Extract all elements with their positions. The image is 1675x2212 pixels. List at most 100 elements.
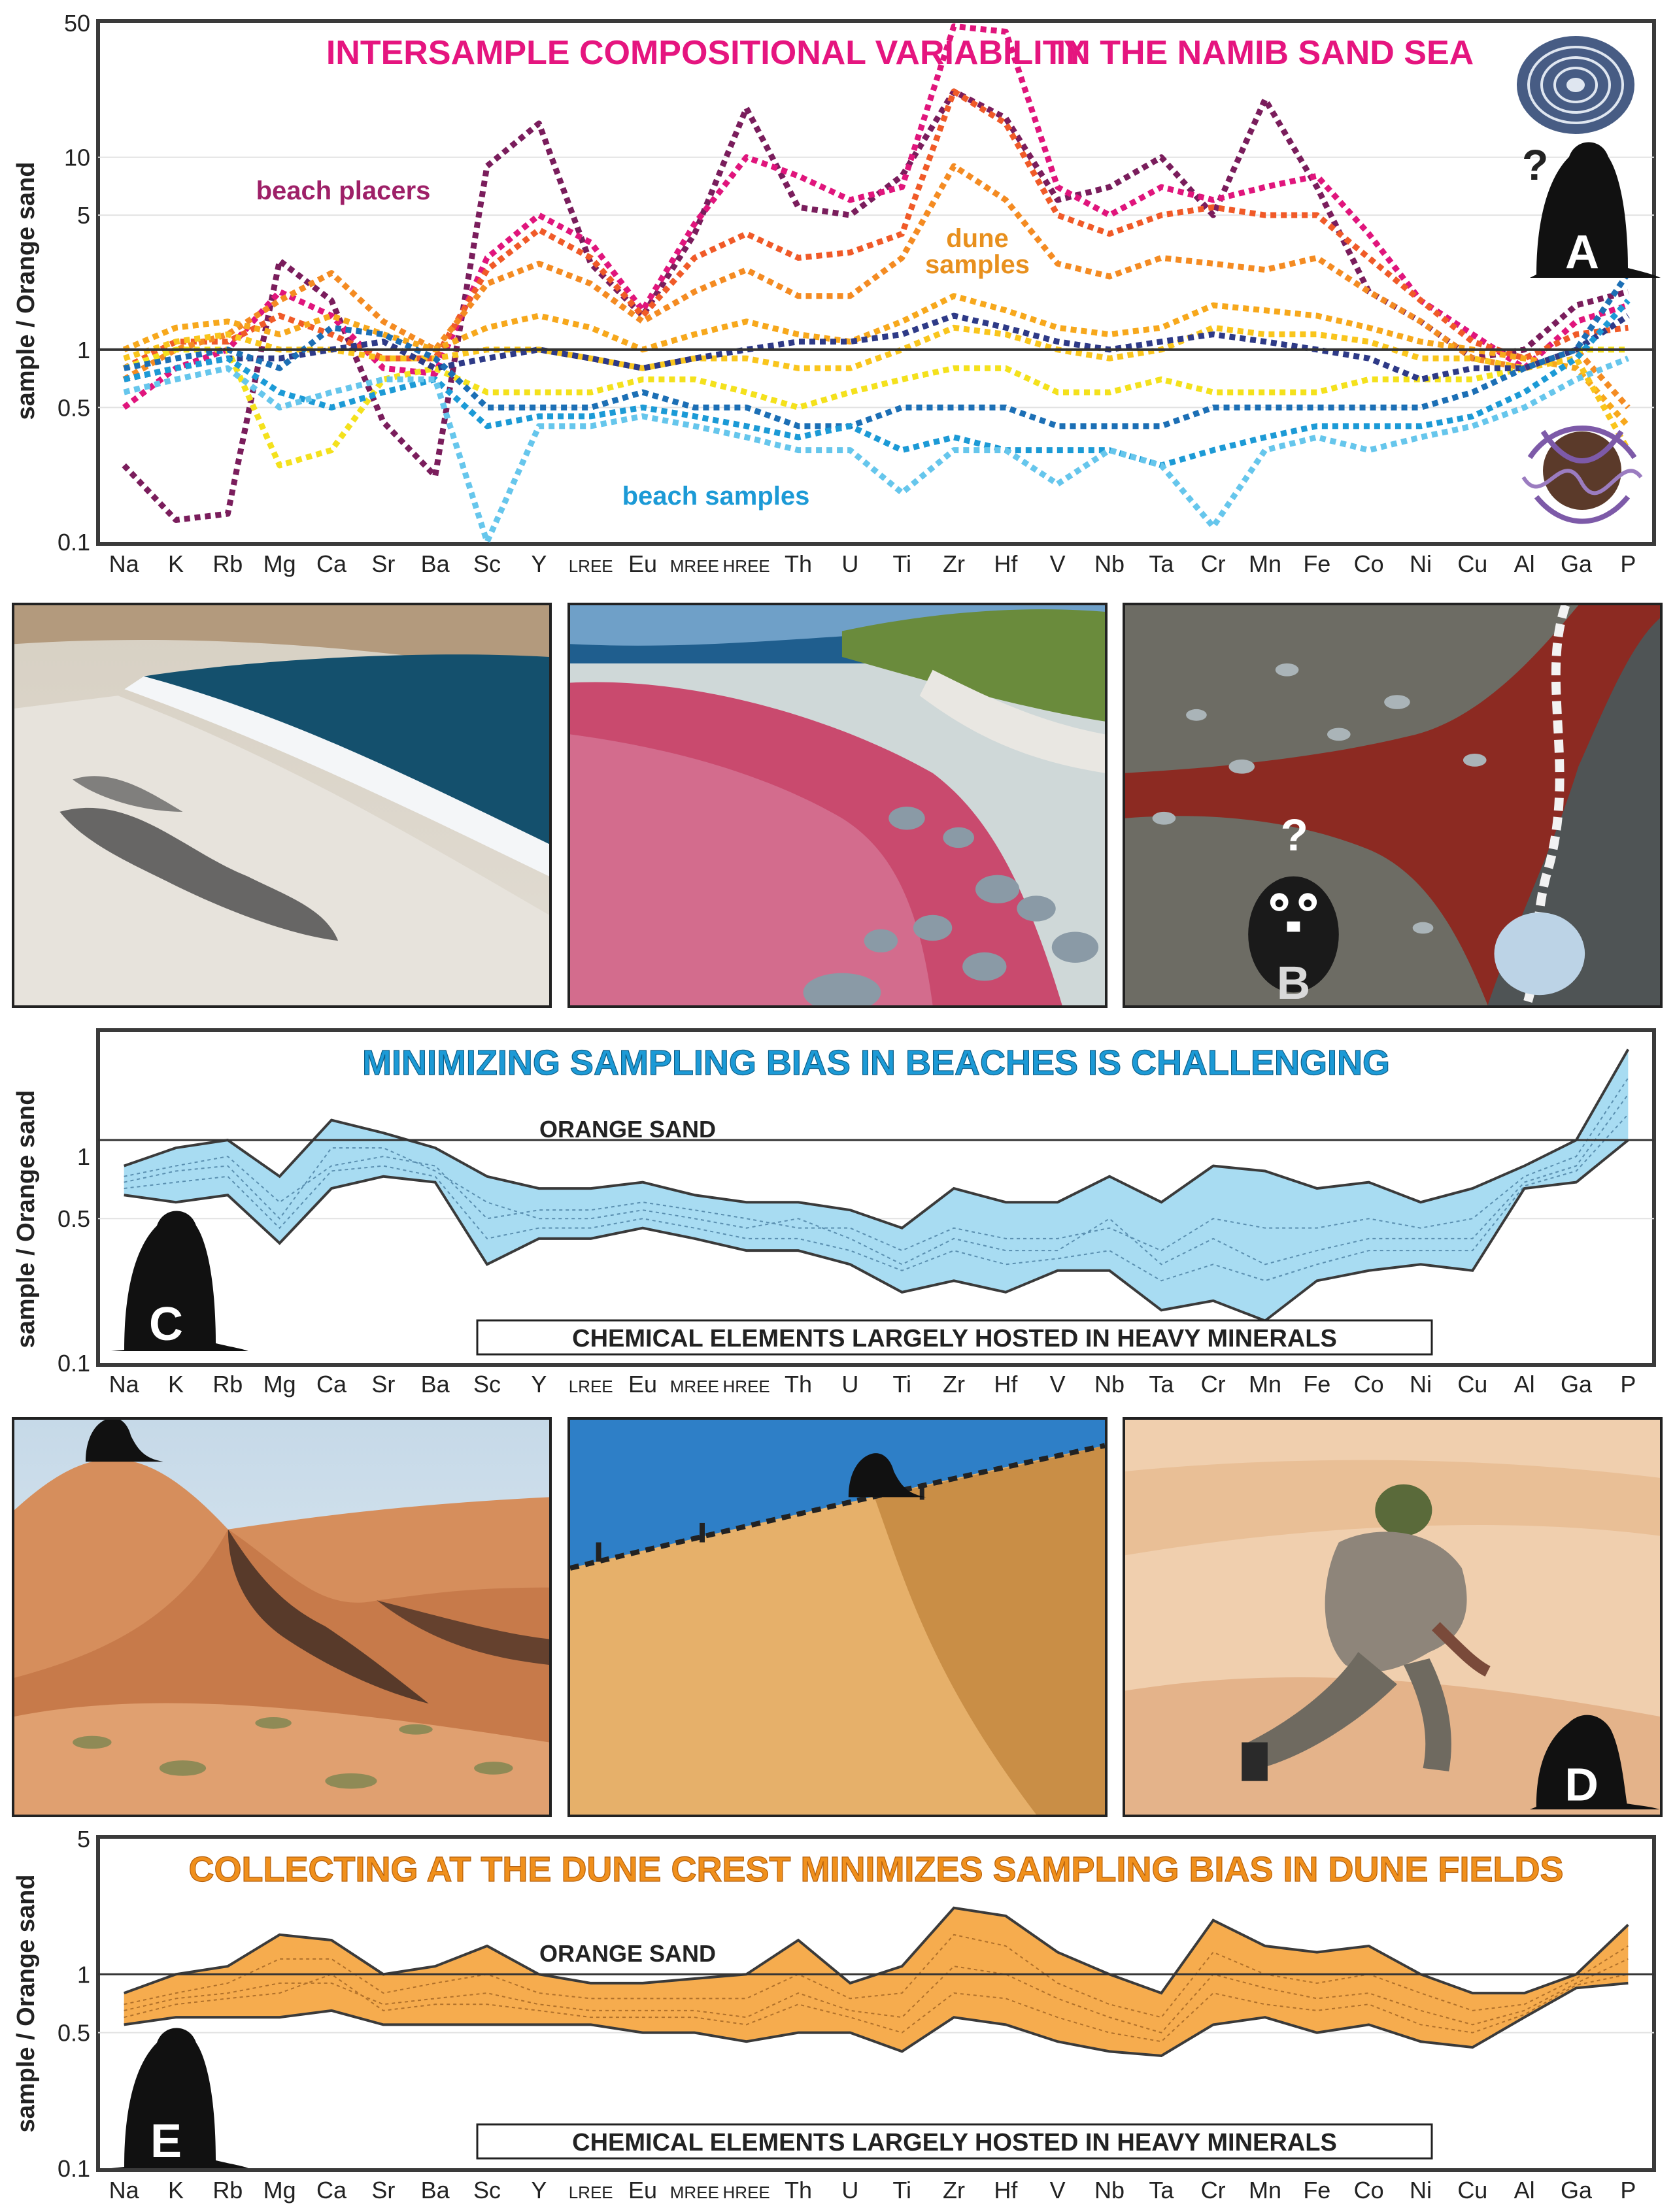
x-tick-label: Sr [371,1371,395,1398]
chart-a-frame [96,19,1656,546]
x-tick-label: Cr [1201,1371,1226,1398]
y-tick-label: 0.5 [58,2020,90,2047]
x-tick-label: Cu [1457,2177,1487,2204]
tangle-icon [1521,426,1643,524]
y-tick-label: 1 [77,1961,90,1988]
x-tick-label: Al [1514,550,1535,577]
x-tick-label: Mg [263,2177,296,2204]
sample-line [124,1973,1629,2043]
x-tick-label: Ni [1410,2177,1432,2204]
marmot-icon [85,1420,163,1462]
y-tick-label: 5 [77,1826,90,1852]
x-tick-label: Ga [1561,550,1593,577]
x-tick-label: Y [531,550,547,577]
chart-c-yticks: 0.1 0.5 1 [58,1143,90,1377]
dune-label: dune [946,224,1009,253]
envelope-lower-line [124,1981,1629,2058]
y-tick-label: 0.5 [58,394,90,421]
x-tick-label: Y [531,2177,547,2204]
chart-a-title-left: INTERSAMPLE COMPOSITIONAL VARIABILITY [326,34,1086,72]
chart-e-xlabels: Na K Rb Mg Ca Sr Ba Sc Y LREE Eu MREE HREE Th U Ti Zr Hf V… [109,2177,1636,2204]
envelope-lower-line [124,1139,1629,1322]
series-line [122,163,1631,410]
x-tick-label: Th [785,1371,812,1398]
x-tick-label: Ti [892,550,911,577]
x-tick-label: Sr [371,550,395,577]
chart-e: sample / Orange sand 0.1 0.5 1 5 COLLECTING… [12,1826,1656,2204]
x-tick-label: K [168,550,184,577]
x-tick-label: Co [1354,1371,1384,1398]
series-line [123,271,1631,429]
x-tick-label: LREE [569,1377,613,1396]
dune-photo-1 [12,1417,552,1817]
marmot-icon: D [1529,1715,1660,1811]
y-tick-label: 1 [77,1143,90,1170]
series-line [122,23,1629,410]
x-tick-label: LREE [569,2183,613,2202]
x-tick-label: Fe [1303,1371,1330,1398]
x-tick-label: Ta [1149,550,1174,577]
x-tick-label: V [1050,550,1066,577]
chart-e-reference-label: ORANGE SAND [539,1940,716,1967]
x-tick-label: Na [109,1371,140,1398]
x-tick-label: Sc [473,2177,501,2204]
x-tick-label: Na [109,2177,140,2204]
x-tick-label: Eu [628,1371,657,1398]
y-tick-label: 0.1 [58,529,90,556]
x-tick-label: Cu [1457,550,1487,577]
dune-photo-3: D [1123,1417,1663,1817]
chart-a-ylabel: sample / Orange sand [12,162,40,420]
x-tick-label: Nb [1094,550,1125,577]
series-line [123,346,1629,469]
x-tick-label: Th [785,2177,812,2204]
x-tick-label: P [1620,1371,1636,1398]
x-tick-label: Rb [212,1371,243,1398]
cartoon-marmot-icon: ? B [1248,809,1339,1005]
series-line [123,298,1631,469]
x-tick-label: V [1050,1371,1066,1398]
x-tick-label: U [841,2177,858,2204]
x-tick-label: Ca [316,2177,347,2204]
x-tick-label: P [1620,550,1636,577]
x-tick-label: Ni [1410,1371,1432,1398]
x-tick-label: Ba [421,550,450,577]
x-tick-label: P [1620,2177,1636,2204]
chart-c-elements-text: CHEMICAL ELEMENTS LARGELY HOSTED IN HEAV… [572,1325,1337,1352]
beach-photo-1 [12,603,552,1008]
x-tick-label: V [1050,2177,1066,2204]
series-line [122,293,1631,428]
x-tick-label: Cr [1201,2177,1226,2204]
y-tick-label: 10 [64,144,90,171]
sample-line [124,1094,1629,1265]
x-tick-label: Ti [892,1371,911,1398]
x-tick-label: Eu [628,2177,657,2204]
envelope-upper-line [124,1048,1630,1230]
chart-e-elements-box [476,2123,1433,2160]
x-tick-label: Mg [263,1371,296,1398]
y-tick-label: 0.1 [58,1350,90,1377]
series-line [123,324,1631,452]
chart-a-series [122,23,1631,545]
x-tick-label: Zr [943,550,965,577]
panel-label-c: C [149,1298,183,1350]
x-tick-label: HREE [723,556,770,576]
x-tick-label: HREE [723,2183,770,2202]
panel-label-a: A [1565,226,1599,278]
x-tick-label: MREE [670,1377,719,1396]
x-tick-label: MREE [670,2183,719,2202]
chart-c-ylabel: sample / Orange sand [12,1090,40,1349]
chart-e-envelope [123,1906,1629,2058]
marmot-icon: C [111,1211,248,1351]
x-tick-label: Ga [1561,2177,1593,2204]
beach-photo-2 [567,603,1108,1008]
panel-label-e: E [150,2115,182,2168]
x-tick-label: Hf [994,2177,1018,2204]
x-tick-label: U [841,1371,858,1398]
beach-placers-label: beach placers [256,176,431,205]
sample-line [124,1077,1629,1252]
x-tick-label: Zr [943,2177,965,2204]
x-tick-label: Zr [943,1371,965,1398]
x-tick-label: Mg [263,550,296,577]
x-tick-label: Na [109,550,140,577]
sample-line [124,1958,1629,2034]
